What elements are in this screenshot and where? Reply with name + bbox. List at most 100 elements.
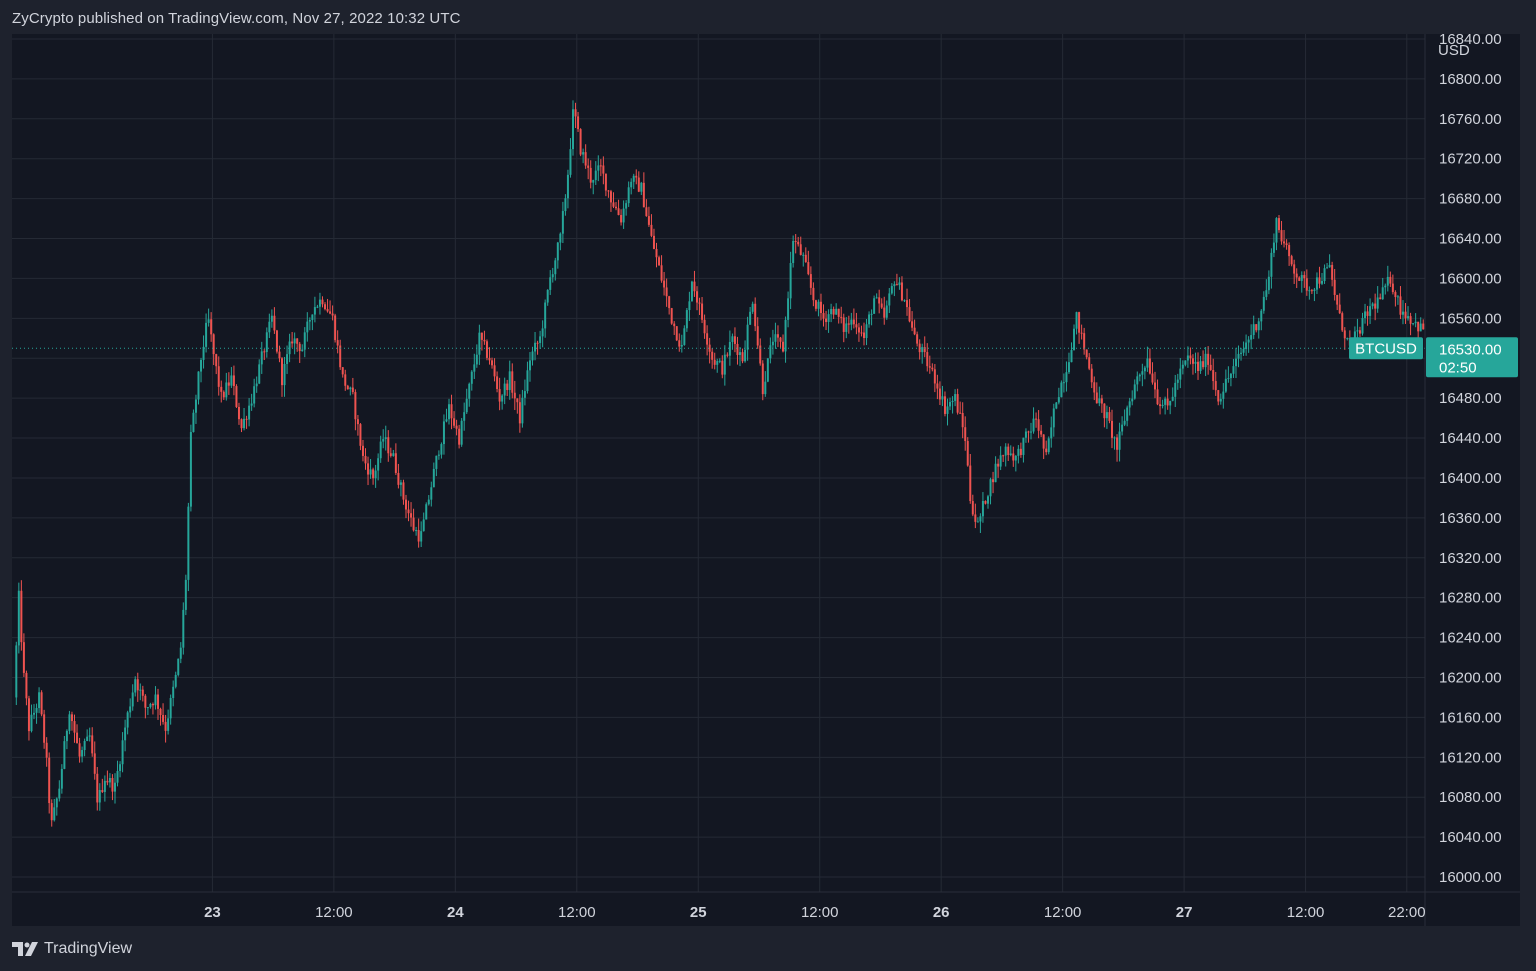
candle[interactable] bbox=[1186, 346, 1189, 368]
candle[interactable] bbox=[943, 391, 946, 417]
candle[interactable] bbox=[536, 340, 539, 355]
candle[interactable] bbox=[65, 729, 68, 750]
candle[interactable] bbox=[91, 727, 94, 757]
candle[interactable] bbox=[933, 364, 936, 393]
candle[interactable] bbox=[301, 344, 304, 352]
candle[interactable] bbox=[298, 341, 301, 363]
candle[interactable] bbox=[70, 711, 73, 731]
candle[interactable] bbox=[263, 349, 266, 360]
candle[interactable] bbox=[278, 345, 281, 363]
candle[interactable] bbox=[427, 495, 430, 506]
candle[interactable] bbox=[1265, 279, 1268, 301]
candle[interactable] bbox=[1204, 347, 1207, 377]
candle[interactable] bbox=[60, 764, 63, 794]
candle[interactable] bbox=[43, 709, 46, 749]
candle[interactable] bbox=[326, 298, 329, 313]
candle[interactable] bbox=[1161, 399, 1164, 409]
candle[interactable] bbox=[518, 394, 521, 433]
candle[interactable] bbox=[1176, 373, 1179, 390]
candle[interactable] bbox=[30, 704, 33, 733]
candle[interactable] bbox=[202, 335, 205, 369]
candle[interactable] bbox=[1419, 317, 1422, 332]
candle[interactable] bbox=[761, 360, 764, 401]
candle[interactable] bbox=[1245, 334, 1248, 356]
candle[interactable] bbox=[141, 685, 144, 702]
candle[interactable] bbox=[723, 345, 726, 386]
candle[interactable] bbox=[819, 293, 822, 321]
candle[interactable] bbox=[900, 276, 903, 302]
candle[interactable] bbox=[728, 330, 731, 366]
candle[interactable] bbox=[430, 481, 433, 507]
candle[interactable] bbox=[1095, 382, 1098, 404]
candle[interactable] bbox=[1062, 373, 1065, 393]
candle[interactable] bbox=[172, 680, 175, 707]
candle[interactable] bbox=[658, 255, 661, 266]
candle[interactable] bbox=[954, 389, 957, 407]
candle[interactable] bbox=[663, 271, 666, 296]
candle[interactable] bbox=[1247, 336, 1250, 353]
candle[interactable] bbox=[1037, 410, 1040, 439]
candle[interactable] bbox=[1055, 402, 1058, 410]
candle[interactable] bbox=[1184, 360, 1187, 367]
candle[interactable] bbox=[766, 358, 769, 383]
candle[interactable] bbox=[235, 384, 238, 408]
candle[interactable] bbox=[1159, 396, 1162, 415]
candle[interactable] bbox=[754, 297, 757, 332]
candle[interactable] bbox=[645, 199, 648, 217]
candle[interactable] bbox=[53, 798, 56, 822]
candle[interactable] bbox=[1356, 318, 1359, 340]
candle[interactable] bbox=[1275, 217, 1278, 251]
candle[interactable] bbox=[1027, 430, 1030, 443]
candle[interactable] bbox=[81, 746, 84, 763]
candle[interactable] bbox=[544, 299, 547, 338]
candle[interactable] bbox=[286, 345, 289, 374]
candle[interactable] bbox=[1272, 233, 1275, 258]
candle[interactable] bbox=[1401, 300, 1404, 325]
candle[interactable] bbox=[1090, 364, 1093, 389]
candle[interactable] bbox=[1131, 390, 1134, 406]
candle[interactable] bbox=[149, 702, 152, 709]
candle[interactable] bbox=[847, 315, 850, 334]
candle[interactable] bbox=[1394, 290, 1397, 307]
candle[interactable] bbox=[893, 281, 896, 297]
candle[interactable] bbox=[496, 371, 499, 393]
candle[interactable] bbox=[961, 402, 964, 439]
candle[interactable] bbox=[556, 241, 559, 269]
candle[interactable] bbox=[20, 580, 23, 651]
candle[interactable] bbox=[1315, 272, 1318, 294]
candle[interactable] bbox=[1035, 412, 1038, 428]
candle[interactable] bbox=[1050, 416, 1053, 448]
candle[interactable] bbox=[592, 179, 595, 195]
candle[interactable] bbox=[131, 684, 134, 711]
candle[interactable] bbox=[1123, 409, 1126, 427]
candle[interactable] bbox=[88, 727, 91, 742]
candle[interactable] bbox=[1019, 442, 1022, 458]
candle[interactable] bbox=[324, 302, 327, 311]
candle[interactable] bbox=[860, 325, 863, 337]
candle[interactable] bbox=[63, 735, 66, 770]
candle[interactable] bbox=[425, 502, 428, 520]
candle[interactable] bbox=[1331, 261, 1334, 287]
candle[interactable] bbox=[1148, 348, 1151, 375]
candle[interactable] bbox=[1118, 422, 1121, 462]
candle[interactable] bbox=[491, 357, 494, 369]
candle[interactable] bbox=[493, 358, 496, 382]
candle[interactable] bbox=[68, 710, 71, 735]
candle[interactable] bbox=[1295, 268, 1298, 289]
candle[interactable] bbox=[488, 347, 491, 365]
candle[interactable] bbox=[1085, 349, 1088, 360]
candle[interactable] bbox=[344, 369, 347, 391]
candle[interactable] bbox=[1412, 323, 1415, 326]
candle[interactable] bbox=[154, 686, 157, 710]
candle[interactable] bbox=[1305, 269, 1308, 296]
candle[interactable] bbox=[151, 702, 154, 715]
candle[interactable] bbox=[1004, 443, 1007, 467]
candle[interactable] bbox=[964, 416, 967, 451]
candle[interactable] bbox=[1128, 397, 1131, 416]
candle[interactable] bbox=[103, 775, 106, 802]
candle[interactable] bbox=[50, 799, 53, 827]
candle[interactable] bbox=[751, 301, 754, 314]
candle[interactable] bbox=[463, 402, 466, 431]
candle[interactable] bbox=[733, 327, 736, 353]
candle[interactable] bbox=[397, 463, 400, 489]
